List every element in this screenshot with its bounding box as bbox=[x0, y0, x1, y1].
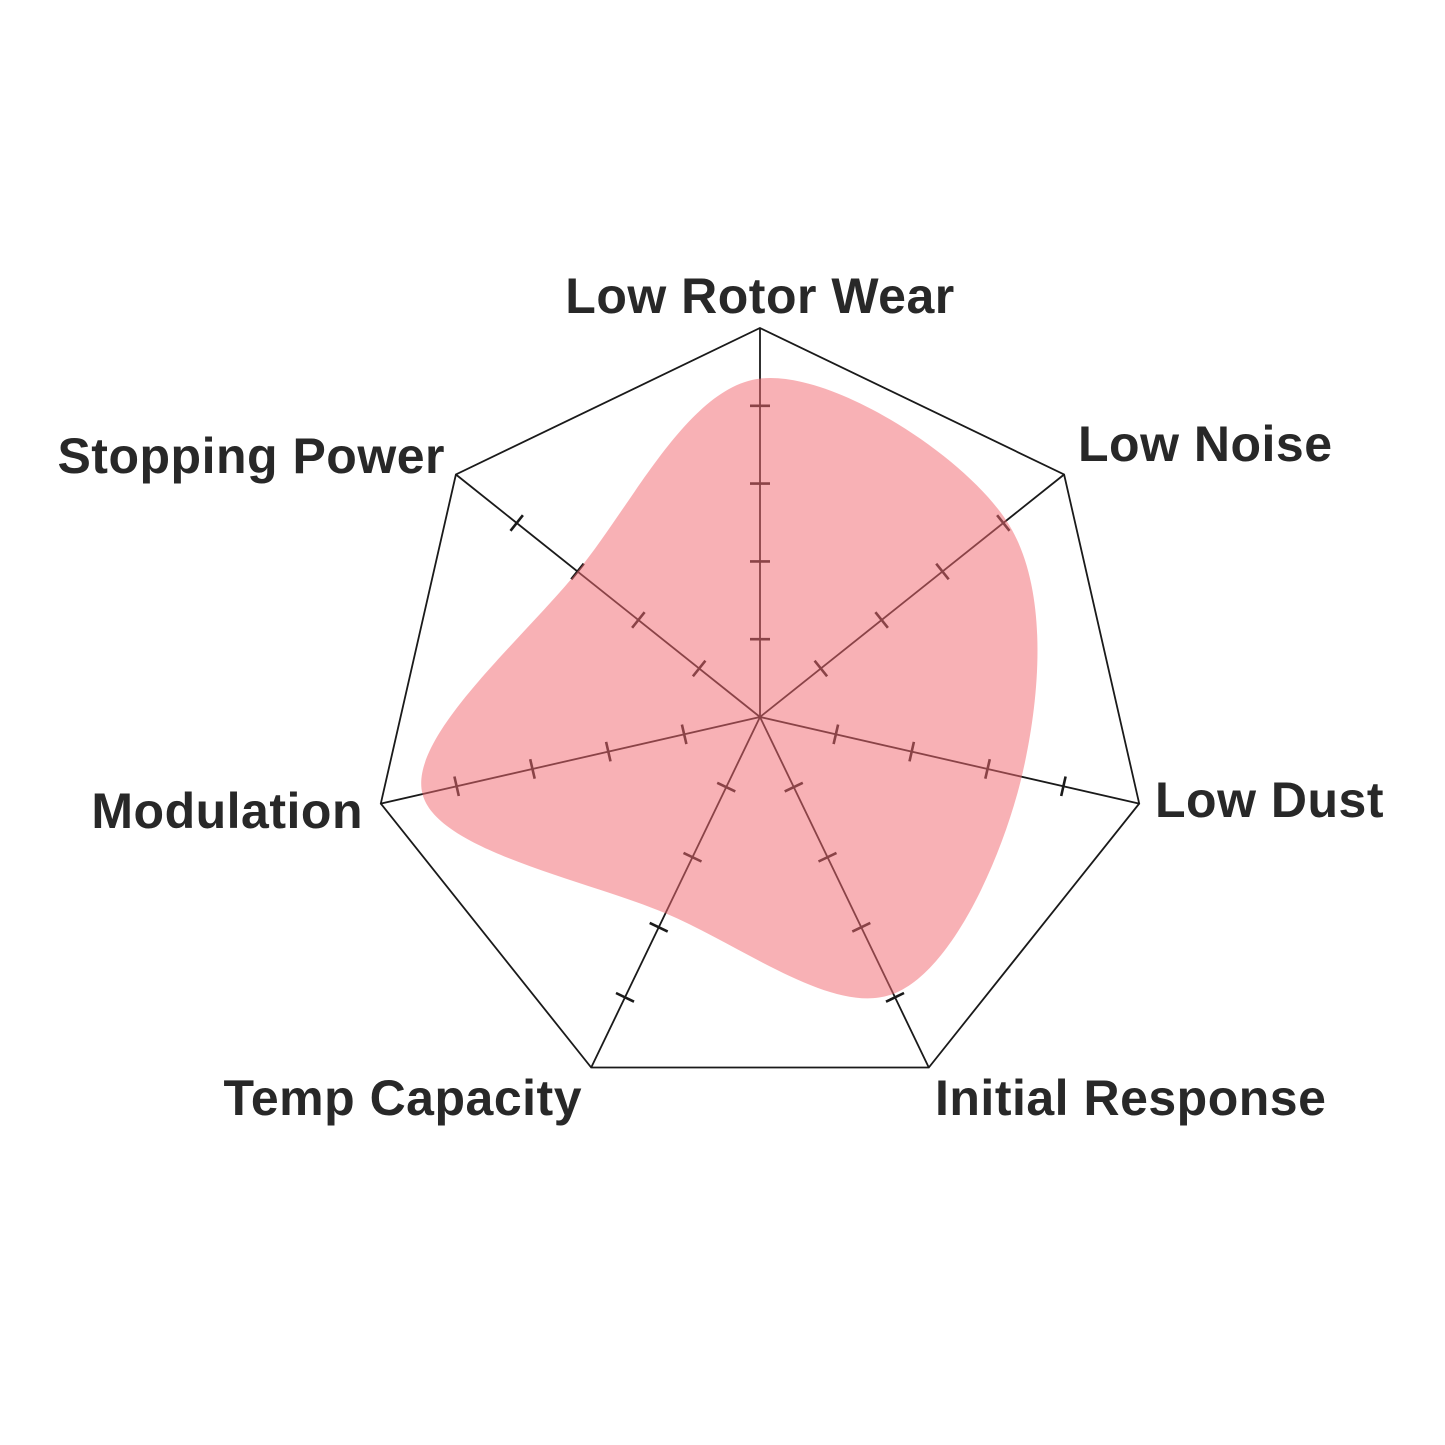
axis-label-initial-response: Initial Response bbox=[935, 1070, 1327, 1126]
radar-grid-outline bbox=[379, 327, 1141, 1069]
radar-tick bbox=[1059, 776, 1067, 797]
radar-tick bbox=[615, 991, 635, 1003]
axis-label-modulation: Modulation bbox=[91, 783, 363, 839]
axis-label-low-rotor-wear: Low Rotor Wear bbox=[565, 268, 955, 324]
axis-label-low-noise: Low Noise bbox=[1078, 416, 1333, 472]
axis-label-stopping-power: Stopping Power bbox=[57, 428, 445, 484]
radar-tick bbox=[885, 991, 905, 1003]
axis-label-low-dust: Low Dust bbox=[1155, 772, 1384, 828]
radar-tick bbox=[509, 514, 524, 532]
axis-label-temp-capacity: Temp Capacity bbox=[223, 1070, 582, 1126]
radar-tick bbox=[649, 921, 669, 933]
radar-fill-area bbox=[421, 378, 1038, 999]
